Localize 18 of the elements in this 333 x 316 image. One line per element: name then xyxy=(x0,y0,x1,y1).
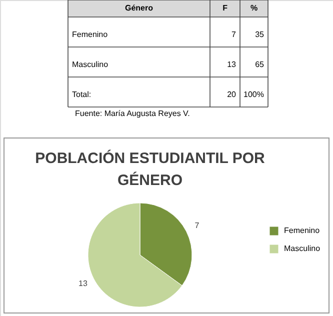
text: 100% xyxy=(244,90,264,99)
text: 7 xyxy=(232,30,237,39)
text: Total: xyxy=(72,90,92,99)
text: Género xyxy=(124,4,154,12)
text: 65 xyxy=(255,60,265,69)
chart-title: POBLACIÓN ESTUDIANTIL POR GÉNERO xyxy=(35,149,266,189)
legend-label: Masculino xyxy=(284,244,321,253)
text: 20 xyxy=(227,90,237,99)
text: 13 xyxy=(227,60,237,69)
source-note: Fuente: María Augusta Reyes V. xyxy=(75,109,190,118)
text: Masculino xyxy=(72,60,109,69)
legend-label: Femenino xyxy=(284,226,320,235)
text: % xyxy=(250,4,258,12)
data-label: 7 xyxy=(194,220,200,230)
text: Femenino xyxy=(72,30,108,39)
data-label: 13 xyxy=(78,279,88,288)
text: F xyxy=(222,4,228,12)
text: 35 xyxy=(255,30,265,39)
